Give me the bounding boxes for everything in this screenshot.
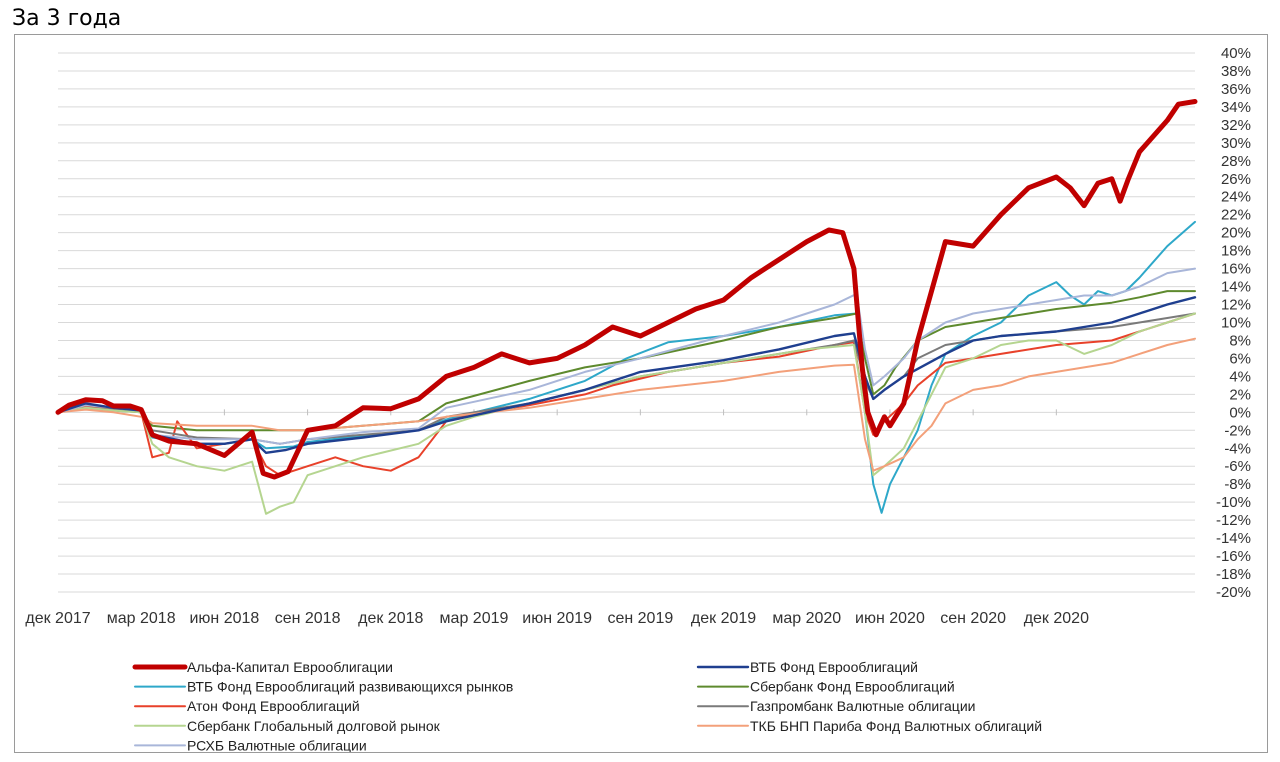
- series-line-9: [57, 267, 1196, 445]
- x-tick-label: сен 2018: [275, 610, 341, 627]
- x-tick-label: июн 2020: [855, 610, 925, 627]
- y-tick-label: -8%: [1224, 476, 1251, 493]
- y-tick-label: -4%: [1224, 440, 1251, 457]
- y-tick-label: -20%: [1216, 584, 1251, 601]
- legend-label-2: ВТБ Фонд Еврооблигаций: [750, 659, 918, 675]
- x-tick-label: сен 2019: [607, 610, 673, 627]
- y-tick-label: -14%: [1216, 530, 1251, 547]
- x-tick-label: мар 2018: [107, 610, 176, 627]
- legend-label-3: ВТБ Фонд Еврооблигаций развивающихся рын…: [187, 679, 513, 695]
- y-tick-label: 0%: [1229, 404, 1251, 421]
- legend-label-6: Газпромбанк Валютные облигации: [750, 698, 975, 714]
- chart-frame: 40% 38% 36% 34% 32% 30% 28% 26% 24% 22% 20% 18% 16% 1…: [14, 34, 1268, 753]
- y-tick-label: 16%: [1221, 261, 1251, 278]
- chart: 40%38%36%34%32%30%28%26%24%22%20%18%16%1…: [25, 45, 1251, 752]
- x-tick-label: мар 2020: [772, 610, 841, 627]
- legend-label-8: ТКБ БНП Париба Фонд Валютных облигаций: [750, 718, 1042, 734]
- y-tick-label: 12%: [1221, 297, 1251, 314]
- legend-label-1: Альфа-Капитал Еврооблигации: [187, 659, 393, 675]
- page-title: За 3 года: [12, 6, 122, 31]
- legend: Альфа-Капитал Еврооблигации ВТБ Фонд Евро…: [132, 659, 1042, 752]
- y-tick-label: 8%: [1229, 332, 1251, 349]
- x-tick-label: июн 2019: [522, 610, 592, 627]
- legend-label-5: Атон Фонд Еврооблигаций: [187, 698, 360, 714]
- y-tick-label: 22%: [1221, 207, 1251, 224]
- y-tick-label: -10%: [1216, 494, 1251, 511]
- x-tick-label: дек 2020: [1024, 610, 1089, 627]
- x-axis-ticks: дек 2017 мар 2018 июн 2018 сен 2018 дек 2018…: [25, 409, 1089, 627]
- x-tick-label: июн 2018: [189, 610, 259, 627]
- y-tick-label: 26%: [1221, 171, 1251, 188]
- y-tick-label: 34%: [1221, 99, 1251, 116]
- x-tick-label: мар 2019: [440, 610, 509, 627]
- y-tick-label: 36%: [1221, 81, 1251, 98]
- y-tick-label: 24%: [1221, 189, 1251, 206]
- series-line-7: [57, 312, 1196, 515]
- x-tick-label: дек 2018: [358, 610, 423, 627]
- y-tick-label: 38%: [1221, 63, 1251, 80]
- y-tick-label: 10%: [1221, 315, 1251, 332]
- y-tick-label: 6%: [1229, 350, 1251, 367]
- series-line-2: [56, 296, 1197, 454]
- legend-label-9: РСХБ Валютные облигации: [187, 737, 367, 752]
- series-line-4: [57, 290, 1196, 432]
- y-tick-label: 32%: [1221, 117, 1251, 134]
- grid: [58, 52, 1195, 593]
- legend-label-7: Сбербанк Глобальный долговой рынок: [187, 718, 441, 734]
- series-line-8: [57, 337, 1196, 472]
- y-tick-label: -16%: [1216, 548, 1251, 565]
- y-tick-label: 28%: [1221, 153, 1251, 170]
- y-tick-label: 2%: [1229, 386, 1251, 403]
- y-tick-label: 40%: [1221, 45, 1251, 62]
- y-tick-label: -18%: [1216, 566, 1251, 583]
- x-tick-label: сен 2020: [940, 610, 1006, 627]
- y-tick-label: 4%: [1229, 368, 1251, 385]
- y-axis-ticks: 40%38%36%34%32%30%28%26%24%22%20%18%16%1…: [1216, 45, 1251, 601]
- y-tick-label: 30%: [1221, 135, 1251, 152]
- y-tick-label: 20%: [1221, 225, 1251, 242]
- y-tick-label: -2%: [1224, 422, 1251, 439]
- x-tick-label: дек 2019: [691, 610, 756, 627]
- legend-label-4: Сбербанк Фонд Еврооблигаций: [750, 679, 955, 695]
- y-tick-label: 14%: [1221, 279, 1251, 296]
- y-tick-label: -6%: [1224, 458, 1251, 475]
- series-line-1: [55, 99, 1198, 480]
- series-lines: [55, 99, 1198, 515]
- x-tick-label: дек 2017: [25, 610, 90, 627]
- y-tick-label: -12%: [1216, 512, 1251, 529]
- y-tick-label: 18%: [1221, 243, 1251, 260]
